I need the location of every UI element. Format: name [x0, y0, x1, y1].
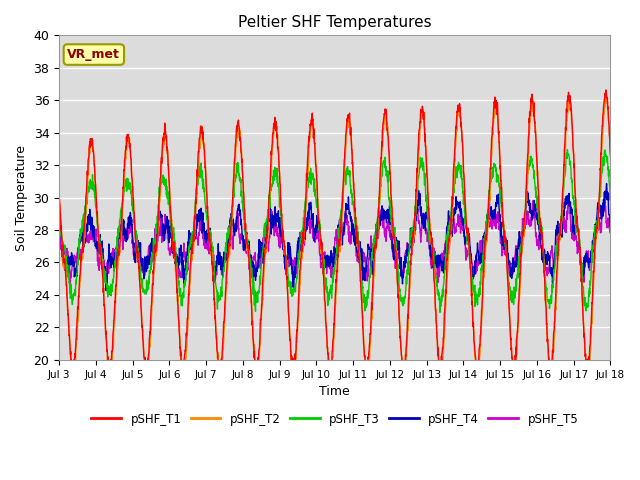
- Line: pSHF_T1: pSHF_T1: [59, 90, 611, 373]
- pSHF_T5: [490, 212, 497, 218]
- pSHF_T1: [55, 193, 63, 199]
- Legend: pSHF_T1, pSHF_T2, pSHF_T3, pSHF_T4, pSHF_T5: pSHF_T1, pSHF_T2, pSHF_T3, pSHF_T4, pSHF…: [87, 408, 583, 431]
- pSHF_T5: [607, 230, 614, 236]
- pSHF_T2: [308, 120, 316, 126]
- pSHF_T2: [55, 187, 63, 193]
- pSHF_T4: [309, 216, 317, 222]
- pSHF_T4: [83, 222, 91, 228]
- pSHF_T1: [309, 116, 317, 122]
- pSHF_T1: [591, 247, 598, 252]
- X-axis label: Time: Time: [319, 385, 350, 398]
- pSHF_T3: [83, 200, 91, 205]
- pSHF_T3: [308, 170, 316, 176]
- pSHF_T4: [55, 230, 63, 236]
- pSHF_T3: [55, 212, 63, 218]
- pSHF_T1: [324, 344, 332, 350]
- pSHF_T3: [490, 164, 497, 169]
- pSHF_T2: [602, 90, 610, 96]
- pSHF_T2: [607, 151, 614, 157]
- pSHF_T4: [591, 240, 598, 246]
- pSHF_T4: [591, 222, 598, 228]
- Line: pSHF_T4: pSHF_T4: [59, 183, 611, 290]
- pSHF_T5: [324, 258, 332, 264]
- Title: Peltier SHF Temperatures: Peltier SHF Temperatures: [238, 15, 431, 30]
- pSHF_T1: [602, 87, 610, 93]
- pSHF_T1: [591, 251, 598, 256]
- pSHF_T2: [323, 345, 331, 351]
- pSHF_T4: [607, 217, 614, 223]
- pSHF_T2: [83, 180, 91, 186]
- pSHF_T3: [591, 223, 598, 228]
- pSHF_T3: [436, 310, 444, 315]
- pSHF_T5: [309, 235, 317, 240]
- pSHF_T5: [591, 236, 598, 242]
- pSHF_T2: [591, 260, 598, 265]
- pSHF_T3: [323, 284, 331, 289]
- pSHF_T2: [591, 253, 598, 259]
- pSHF_T4: [102, 288, 110, 293]
- Line: pSHF_T2: pSHF_T2: [59, 93, 611, 379]
- pSHF_T3: [591, 224, 599, 230]
- Line: pSHF_T5: pSHF_T5: [59, 200, 611, 284]
- pSHF_T5: [84, 232, 92, 238]
- pSHF_T1: [217, 371, 225, 376]
- pSHF_T3: [607, 192, 614, 197]
- pSHF_T4: [324, 253, 332, 259]
- pSHF_T1: [490, 108, 497, 113]
- pSHF_T2: [326, 376, 334, 382]
- pSHF_T5: [55, 233, 63, 239]
- pSHF_T5: [529, 197, 537, 203]
- pSHF_T5: [67, 281, 74, 287]
- pSHF_T5: [591, 227, 599, 233]
- pSHF_T4: [490, 215, 497, 220]
- Y-axis label: Soil Temperature: Soil Temperature: [15, 144, 28, 251]
- pSHF_T1: [607, 153, 614, 159]
- Text: VR_met: VR_met: [67, 48, 120, 61]
- pSHF_T4: [603, 180, 611, 186]
- pSHF_T3: [564, 147, 572, 153]
- pSHF_T2: [490, 121, 497, 127]
- pSHF_T1: [83, 168, 91, 174]
- Line: pSHF_T3: pSHF_T3: [59, 150, 611, 312]
